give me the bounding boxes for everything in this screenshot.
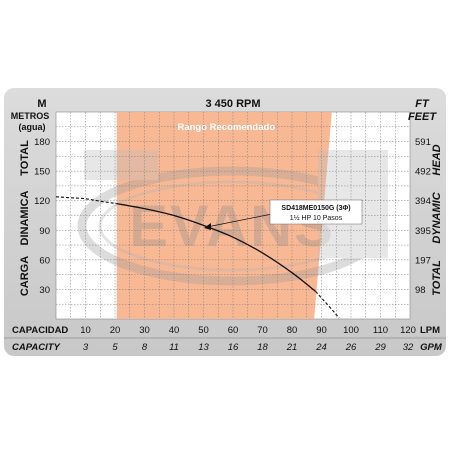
y-axis-left-ticks: 30 60 90 120 150 180 — [34, 137, 50, 296]
y-tick-label-ft: 492 — [415, 167, 431, 178]
x-tick-label-gpm: 24 — [315, 342, 327, 353]
x-axis-gpm-ticks: 3 5 8 11 13 16 18 21 24 26 29 32 — [83, 342, 414, 353]
x-axis-gpm-unit: GPM — [420, 342, 443, 353]
y-tick-label-m: 150 — [34, 167, 50, 178]
x-tick-label-lpm: 50 — [198, 325, 209, 336]
left-vertical-word-dinamica: DINAMICA — [19, 190, 31, 245]
x-tick-label-lpm: 40 — [169, 325, 180, 336]
right-vertical-word-dynamic: DYNAMIC — [431, 191, 443, 243]
left-axis-unit: M — [37, 98, 46, 110]
y-tick-label-m: 180 — [34, 137, 50, 148]
y-tick-label-ft: 98 — [415, 285, 426, 296]
left-vertical-word-total: TOTAL — [19, 140, 31, 176]
x-tick-label-gpm: 11 — [169, 342, 179, 353]
watermark-outer-ellipse — [77, 166, 387, 286]
x-tick-label-lpm: 30 — [139, 325, 150, 336]
x-tick-label-gpm: 29 — [374, 342, 386, 353]
pump-curve — [116, 203, 317, 292]
right-axis-unit-es: FT — [415, 98, 430, 110]
y-tick-label-m: 120 — [34, 196, 50, 207]
y-tick-label-ft: 591 — [415, 137, 431, 148]
series-name: SD418ME0150G (3Φ) — [281, 205, 350, 212]
x-tick-label-lpm: 10 — [80, 325, 91, 336]
x-axis-lpm-ticks: 10 20 30 40 50 60 70 80 90 100 110 120 — [80, 325, 416, 336]
y-tick-label-m: 30 — [39, 285, 50, 296]
x-tick-label-gpm: 18 — [257, 342, 268, 353]
x-axis-gpm-label: CAPACITY — [12, 342, 62, 353]
y-axis-right-ticks: 98 197 395 394 492 591 — [415, 137, 431, 296]
y-tick-label-m: 90 — [39, 226, 50, 237]
right-vertical-word-head: HEAD — [431, 144, 443, 175]
x-axis-lpm-label: CAPACIDAD — [12, 325, 68, 336]
right-vertical-word-total: TOTAL — [431, 260, 443, 296]
x-tick-label-lpm: 20 — [110, 325, 121, 336]
series-subtitle: 1½ HP 10 Pasos — [290, 214, 343, 222]
left-axis-title-line1: METROS — [11, 111, 50, 121]
x-tick-label-lpm: 80 — [287, 325, 298, 336]
x-tick-label-lpm: 90 — [316, 325, 327, 336]
x-tick-label-gpm: 32 — [403, 342, 414, 353]
x-tick-label-lpm: 110 — [373, 325, 388, 336]
left-vertical-word-carga: CARGA — [19, 256, 31, 296]
y-tick-label-m: 60 — [39, 255, 50, 266]
pump-curve-dashed-right — [315, 291, 340, 319]
x-tick-label-lpm: 100 — [343, 325, 359, 336]
x-axis-lpm-unit: LPM — [420, 325, 440, 336]
left-axis-title-line2: (agua) — [19, 122, 46, 132]
x-tick-label-gpm: 16 — [228, 342, 239, 353]
y-tick-label-ft: 395 — [415, 226, 431, 237]
right-axis-unit-en: FEET — [408, 111, 437, 123]
x-tick-label-gpm: 8 — [142, 342, 148, 353]
x-tick-label-lpm: 60 — [228, 325, 239, 336]
x-tick-label-gpm: 5 — [112, 342, 118, 353]
y-tick-label-ft: 394 — [415, 196, 431, 207]
x-tick-label-lpm: 120 — [400, 325, 416, 336]
x-tick-label-lpm: 70 — [257, 325, 268, 336]
watermark-box-left — [84, 150, 158, 180]
series-label-box — [269, 199, 363, 225]
series-label-pointer-arrowhead — [204, 223, 211, 230]
x-tick-label-gpm: 13 — [198, 342, 209, 353]
x-tick-label-gpm: 3 — [83, 342, 89, 353]
x-tick-label-gpm: 26 — [345, 342, 357, 353]
chart-title: 3 450 RPM — [205, 98, 260, 110]
y-tick-label-ft: 197 — [415, 255, 431, 266]
series-label-pointer — [206, 213, 273, 228]
recommended-range-label: Rango Recomendado — [177, 122, 275, 133]
x-tick-label-gpm: 21 — [286, 342, 298, 353]
